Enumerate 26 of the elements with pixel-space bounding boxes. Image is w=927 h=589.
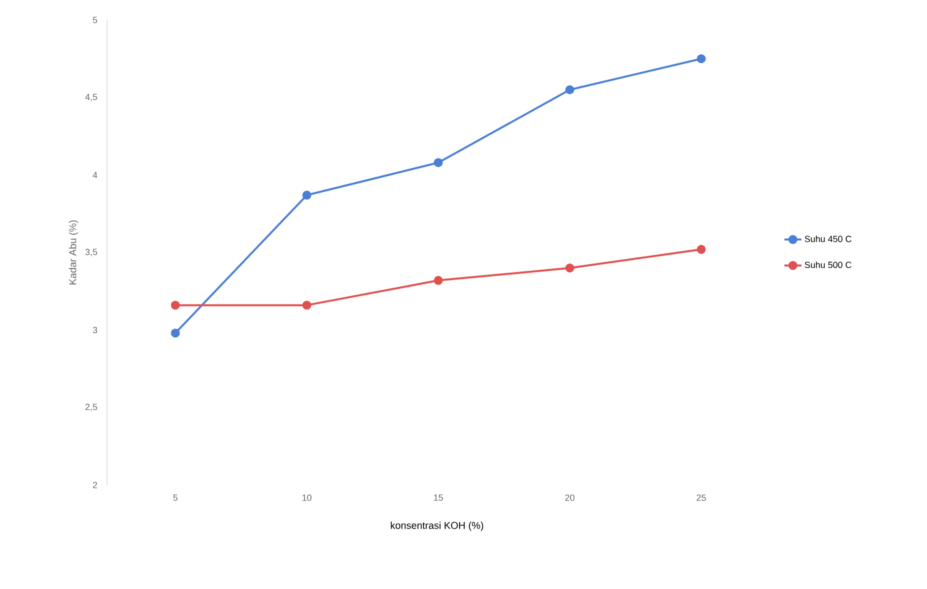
point (170, 328, 180, 338)
point (434, 158, 443, 168)
y-tick-label: 2 (92, 482, 98, 488)
y-tick-label: 5 (92, 16, 98, 24)
y-tick-label: 2,5 (85, 404, 98, 412)
legend-label: Suhu 500 C (804, 261, 852, 268)
point (302, 300, 312, 310)
point (170, 300, 180, 310)
x-tick-label: 10 (302, 494, 312, 501)
y-tick-label: 4 (92, 172, 98, 178)
x-tick-label: 5 (173, 494, 178, 501)
point (565, 264, 574, 272)
y-axis-title: Kadar Abu (%) (68, 220, 78, 284)
y-tick-label: 4,5 (85, 94, 98, 102)
x-tick-label: 15 (434, 494, 443, 501)
legend-label: Suhu 450 C (804, 236, 852, 242)
point (565, 85, 574, 94)
point (696, 54, 706, 64)
x-axis-title: konsentrasi KOH (%) (390, 522, 484, 531)
point (302, 190, 312, 200)
x-tick-label: 25 (696, 494, 706, 501)
x-tick-label: 20 (565, 494, 574, 501)
point (434, 276, 443, 285)
y-tick-label: 3,5 (85, 248, 98, 256)
point (696, 244, 706, 254)
y-tick-label: 3 (92, 326, 98, 334)
